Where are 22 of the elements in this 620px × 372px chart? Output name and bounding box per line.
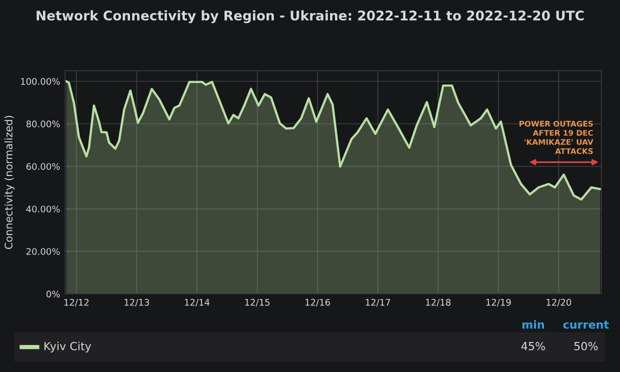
y-tick-label: 40.00% <box>26 206 60 212</box>
text: 50% <box>574 342 598 350</box>
y-tick-label: 100.00% <box>21 78 60 85</box>
y-axis-title: Connectivity (normalized) <box>4 116 15 249</box>
x-tick-label: 12/12 <box>64 298 89 306</box>
x-tick-label: 12/20 <box>546 298 572 306</box>
x-tick-label: 12/14 <box>184 298 210 306</box>
text: min <box>522 320 544 329</box>
x-tick-label: 12/15 <box>245 298 270 306</box>
x-tick-label: 12/17 <box>366 298 390 306</box>
y-tick-label: 0% <box>46 290 60 298</box>
x-tick-label: 12/16 <box>306 298 330 306</box>
x-tick-label: 12/18 <box>426 298 451 306</box>
x-tick-label: 12/13 <box>124 298 149 306</box>
x-tick-label: 12/19 <box>486 298 511 306</box>
text: current <box>563 320 609 329</box>
y-tick-label: 80.00% <box>26 120 60 128</box>
text: 45% <box>521 342 545 350</box>
y-tick-label: 20.00% <box>26 248 60 255</box>
legend-label: Kyiv City <box>44 342 92 352</box>
y-tick-label: 60.00% <box>26 163 60 170</box>
chart-title: Network Connectivity by Region - Ukraine: 2022-12-11 to 2022-12-20 UTC <box>36 10 584 24</box>
